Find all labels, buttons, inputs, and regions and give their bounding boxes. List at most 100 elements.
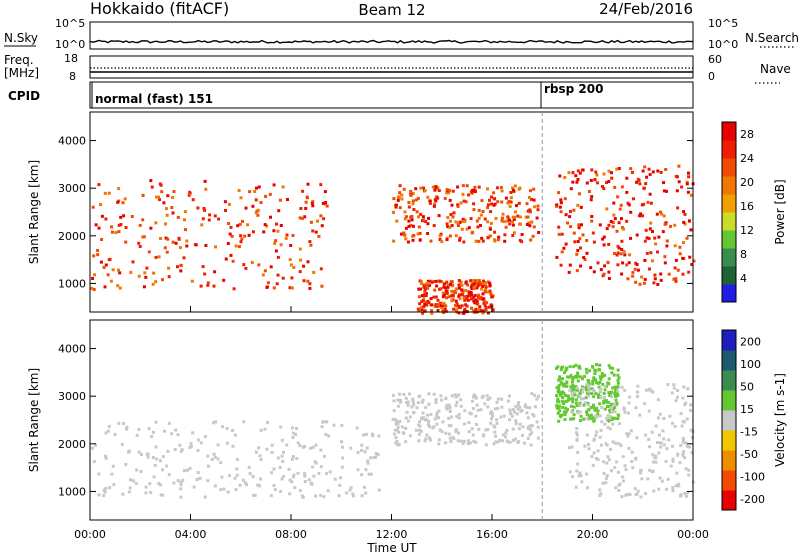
heatmap-cell xyxy=(603,264,607,268)
heatmap-cell xyxy=(622,250,626,254)
heatmap-cell xyxy=(575,469,579,473)
heatmap-cell xyxy=(674,174,678,178)
heatmap-cell xyxy=(618,207,622,211)
heatmap-cell xyxy=(432,392,436,396)
heatmap-cell xyxy=(397,430,401,434)
heatmap-cell xyxy=(516,407,520,411)
heatmap-cell xyxy=(528,208,532,212)
heatmap-cell xyxy=(607,458,611,462)
heatmap-cell xyxy=(444,405,448,409)
heatmap-cell xyxy=(567,171,571,175)
heatmap-cell xyxy=(462,220,466,223)
heatmap-cell xyxy=(239,234,243,238)
heatmap-cell xyxy=(438,238,442,241)
heatmap-cell xyxy=(110,472,114,476)
heatmap-cell xyxy=(440,398,444,402)
heatmap-cell xyxy=(440,240,444,244)
heatmap-cell xyxy=(681,436,685,440)
heatmap-cell xyxy=(558,375,562,379)
heatmap-cell xyxy=(338,483,342,487)
heatmap-cell xyxy=(289,244,293,247)
heatmap-cell xyxy=(572,413,576,417)
heatmap-cell xyxy=(601,374,605,378)
heatmap-cell xyxy=(667,272,671,276)
heatmap-cell xyxy=(559,263,563,267)
heatmap-cell xyxy=(305,195,309,199)
heatmap-cell xyxy=(450,203,454,207)
heatmap-cell xyxy=(319,465,323,469)
heatmap-cell xyxy=(457,279,461,282)
heatmap-cell xyxy=(258,454,262,458)
heatmap-cell xyxy=(603,422,607,426)
heatmap-cell xyxy=(678,461,682,465)
heatmap-cell xyxy=(97,183,101,187)
heatmap-cell xyxy=(673,244,677,248)
heatmap-cell xyxy=(90,446,94,450)
heatmap-cell xyxy=(532,187,536,191)
heatmap-cell xyxy=(217,217,221,221)
heatmap-cell xyxy=(662,417,666,420)
heatmap-cell xyxy=(176,433,180,437)
heatmap-cell xyxy=(399,399,403,402)
heatmap-cell xyxy=(434,398,438,402)
heatmap-cell xyxy=(571,171,575,175)
heatmap-cell xyxy=(580,223,583,227)
heatmap-cell xyxy=(575,388,579,392)
heatmap-cell xyxy=(659,210,662,214)
heatmap-cell xyxy=(394,422,398,426)
heatmap-cell xyxy=(613,252,616,255)
heatmap-cell xyxy=(652,281,656,285)
heatmap-cell xyxy=(306,279,310,283)
heatmap-cell xyxy=(292,431,296,435)
heatmap-cell xyxy=(467,226,471,230)
heatmap-cell xyxy=(584,367,588,371)
heatmap-cell xyxy=(564,213,568,217)
heatmap-cell xyxy=(273,241,277,245)
heatmap-cell xyxy=(643,277,647,281)
heatmap-cell xyxy=(224,209,227,212)
heatmap-cell xyxy=(460,293,464,297)
heatmap-cell xyxy=(563,197,567,201)
heatmap-cell xyxy=(481,284,485,288)
heatmap-cell xyxy=(533,393,537,397)
heatmap-cell xyxy=(512,231,516,235)
heatmap-cell xyxy=(484,308,488,312)
heatmap-cell xyxy=(607,169,611,173)
heatmap-cell xyxy=(489,305,493,309)
heatmap-cell xyxy=(289,263,293,267)
heatmap-cell xyxy=(276,273,280,277)
heatmap-cell xyxy=(692,259,696,263)
heatmap-cell xyxy=(376,453,380,457)
heatmap-cell xyxy=(616,389,620,393)
heatmap-cell xyxy=(463,308,467,312)
heatmap-cell xyxy=(659,278,663,282)
heatmap-cell xyxy=(575,269,579,273)
heatmap-cell xyxy=(432,224,436,228)
heatmap-cell xyxy=(488,289,492,293)
heatmap-cell xyxy=(596,261,600,265)
heatmap-cell xyxy=(149,179,153,183)
heatmap-cell xyxy=(171,211,175,215)
heatmap-cell xyxy=(151,282,155,286)
heatmap-cell xyxy=(96,248,100,252)
heatmap-cell xyxy=(317,472,321,475)
heatmap-cell xyxy=(196,449,200,452)
heatmap-cell xyxy=(629,210,633,214)
heatmap-cell xyxy=(587,380,591,383)
heatmap-cell xyxy=(576,379,580,383)
heatmap-cell xyxy=(558,390,561,394)
heatmap-cell xyxy=(663,261,667,265)
heatmap-cell xyxy=(463,295,467,299)
heatmap-cell xyxy=(630,460,634,463)
colorbar-tick-label: 100 xyxy=(740,358,761,371)
heatmap-cell xyxy=(237,189,241,192)
heatmap-cell xyxy=(238,483,242,487)
heatmap-cell xyxy=(686,387,690,391)
heatmap-cell xyxy=(276,255,280,259)
heatmap-cell xyxy=(280,454,284,458)
heatmap-cell xyxy=(360,473,364,477)
heatmap-cell xyxy=(247,465,251,469)
heatmap-cell xyxy=(195,478,199,481)
heatmap-cell xyxy=(489,210,493,214)
